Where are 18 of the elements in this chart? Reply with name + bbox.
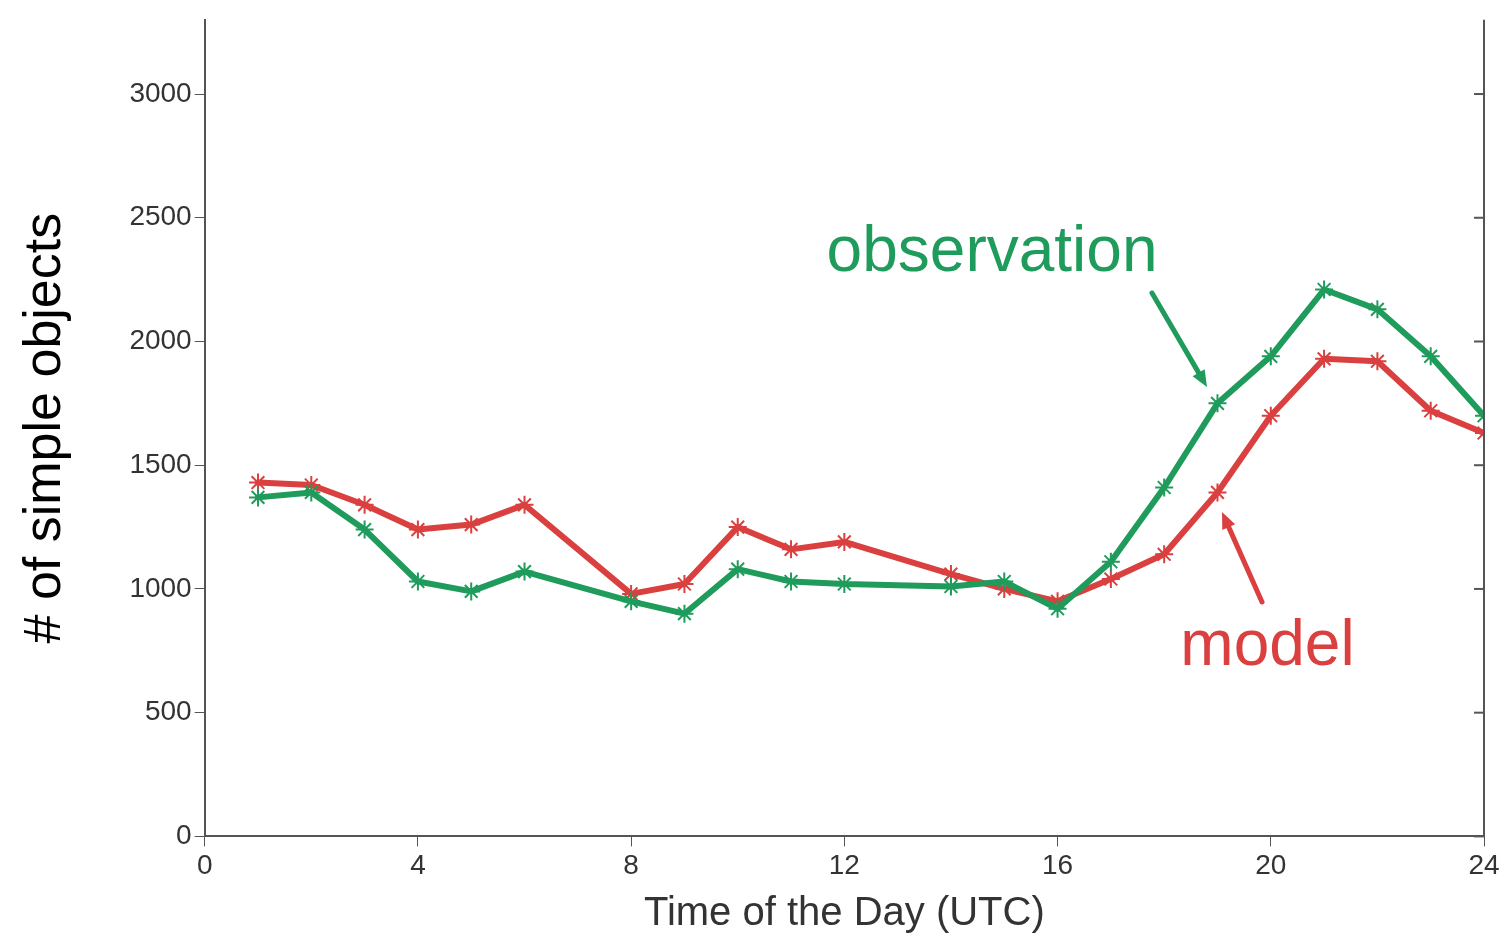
x-tick-label: 16 <box>1041 848 1074 880</box>
x-tick-label: 24 <box>1468 848 1500 880</box>
y-tick-label: 0 <box>176 819 192 851</box>
y-tick-label: 1000 <box>129 571 192 603</box>
x-axis-title: Time of the Day (UTC) <box>643 889 1045 934</box>
x-tick-label: 4 <box>410 848 426 880</box>
y-tick-label: 2500 <box>129 200 192 232</box>
x-tick-label: 8 <box>623 848 639 880</box>
series-label: observation <box>826 213 1158 285</box>
x-tick-label: 0 <box>196 848 213 880</box>
y-axis-title: # of simple objects <box>12 212 71 644</box>
y-tick-label: 1500 <box>129 447 192 479</box>
x-tick-label: 12 <box>828 848 860 880</box>
y-tick-label: 2000 <box>129 324 192 356</box>
legend-label: model <box>1180 607 1355 680</box>
y-tick-label: 500 <box>144 695 192 727</box>
y-tick-label: 3000 <box>129 76 192 108</box>
x-tick-label: 20 <box>1255 848 1287 880</box>
